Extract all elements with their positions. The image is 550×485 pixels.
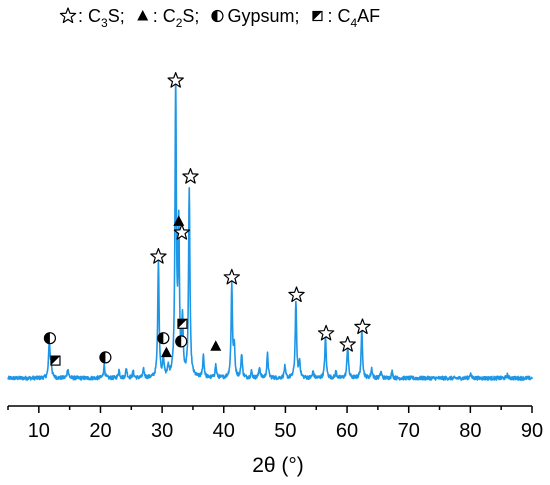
half-circle-marker: [43, 332, 57, 345]
triangle-marker: [210, 340, 222, 351]
x-axis: 10 20 30 40 50 60 70 80 90: [7, 405, 543, 442]
plot-area: [7, 73, 533, 381]
x-tick-label: 40: [213, 420, 235, 442]
legend-half-circle-icon: [211, 9, 224, 23]
star-marker: [182, 168, 199, 184]
half-square-marker: [50, 355, 61, 366]
legend-half-square-icon: [312, 10, 323, 22]
x-tick-label: 90: [521, 420, 543, 442]
phase-markers: [43, 72, 371, 366]
x-tick-label: 50: [274, 420, 296, 442]
star-marker: [167, 72, 184, 88]
legend-label-c4af: : C4AF: [327, 6, 380, 30]
star-marker: [354, 318, 371, 335]
x-tick-label: 60: [336, 420, 358, 442]
legend: : C3S; : C2S; Gypsum; : C4AF: [59, 6, 380, 30]
legend-star-icon: [59, 7, 77, 24]
star-marker: [288, 286, 305, 303]
half-circle-marker: [99, 351, 112, 364]
x-axis-title: 2θ (°): [252, 454, 304, 477]
x-tick-label: 20: [89, 420, 111, 442]
star-marker: [150, 248, 167, 264]
star-marker: [339, 336, 356, 352]
triangle-marker: [160, 346, 172, 358]
legend-label-c3s: : C3S;: [78, 6, 125, 30]
x-tick-label: 10: [28, 420, 50, 442]
x-tick-label: 80: [459, 420, 481, 442]
legend-triangle-icon: [137, 10, 149, 21]
star-marker: [223, 268, 240, 285]
legend-label-gypsum: Gypsum;: [227, 6, 299, 26]
star-marker: [317, 324, 335, 341]
half-square-marker: [177, 318, 188, 329]
star-marker: [173, 224, 191, 240]
half-circle-marker: [175, 335, 188, 348]
legend-label-c2s: : C2S;: [153, 6, 200, 30]
half-circle-marker: [157, 332, 170, 345]
x-tick-label: 30: [151, 420, 173, 442]
x-tick-label: 70: [398, 420, 420, 442]
xrd-pattern-line: [7, 73, 533, 381]
triangle-marker: [173, 215, 185, 226]
